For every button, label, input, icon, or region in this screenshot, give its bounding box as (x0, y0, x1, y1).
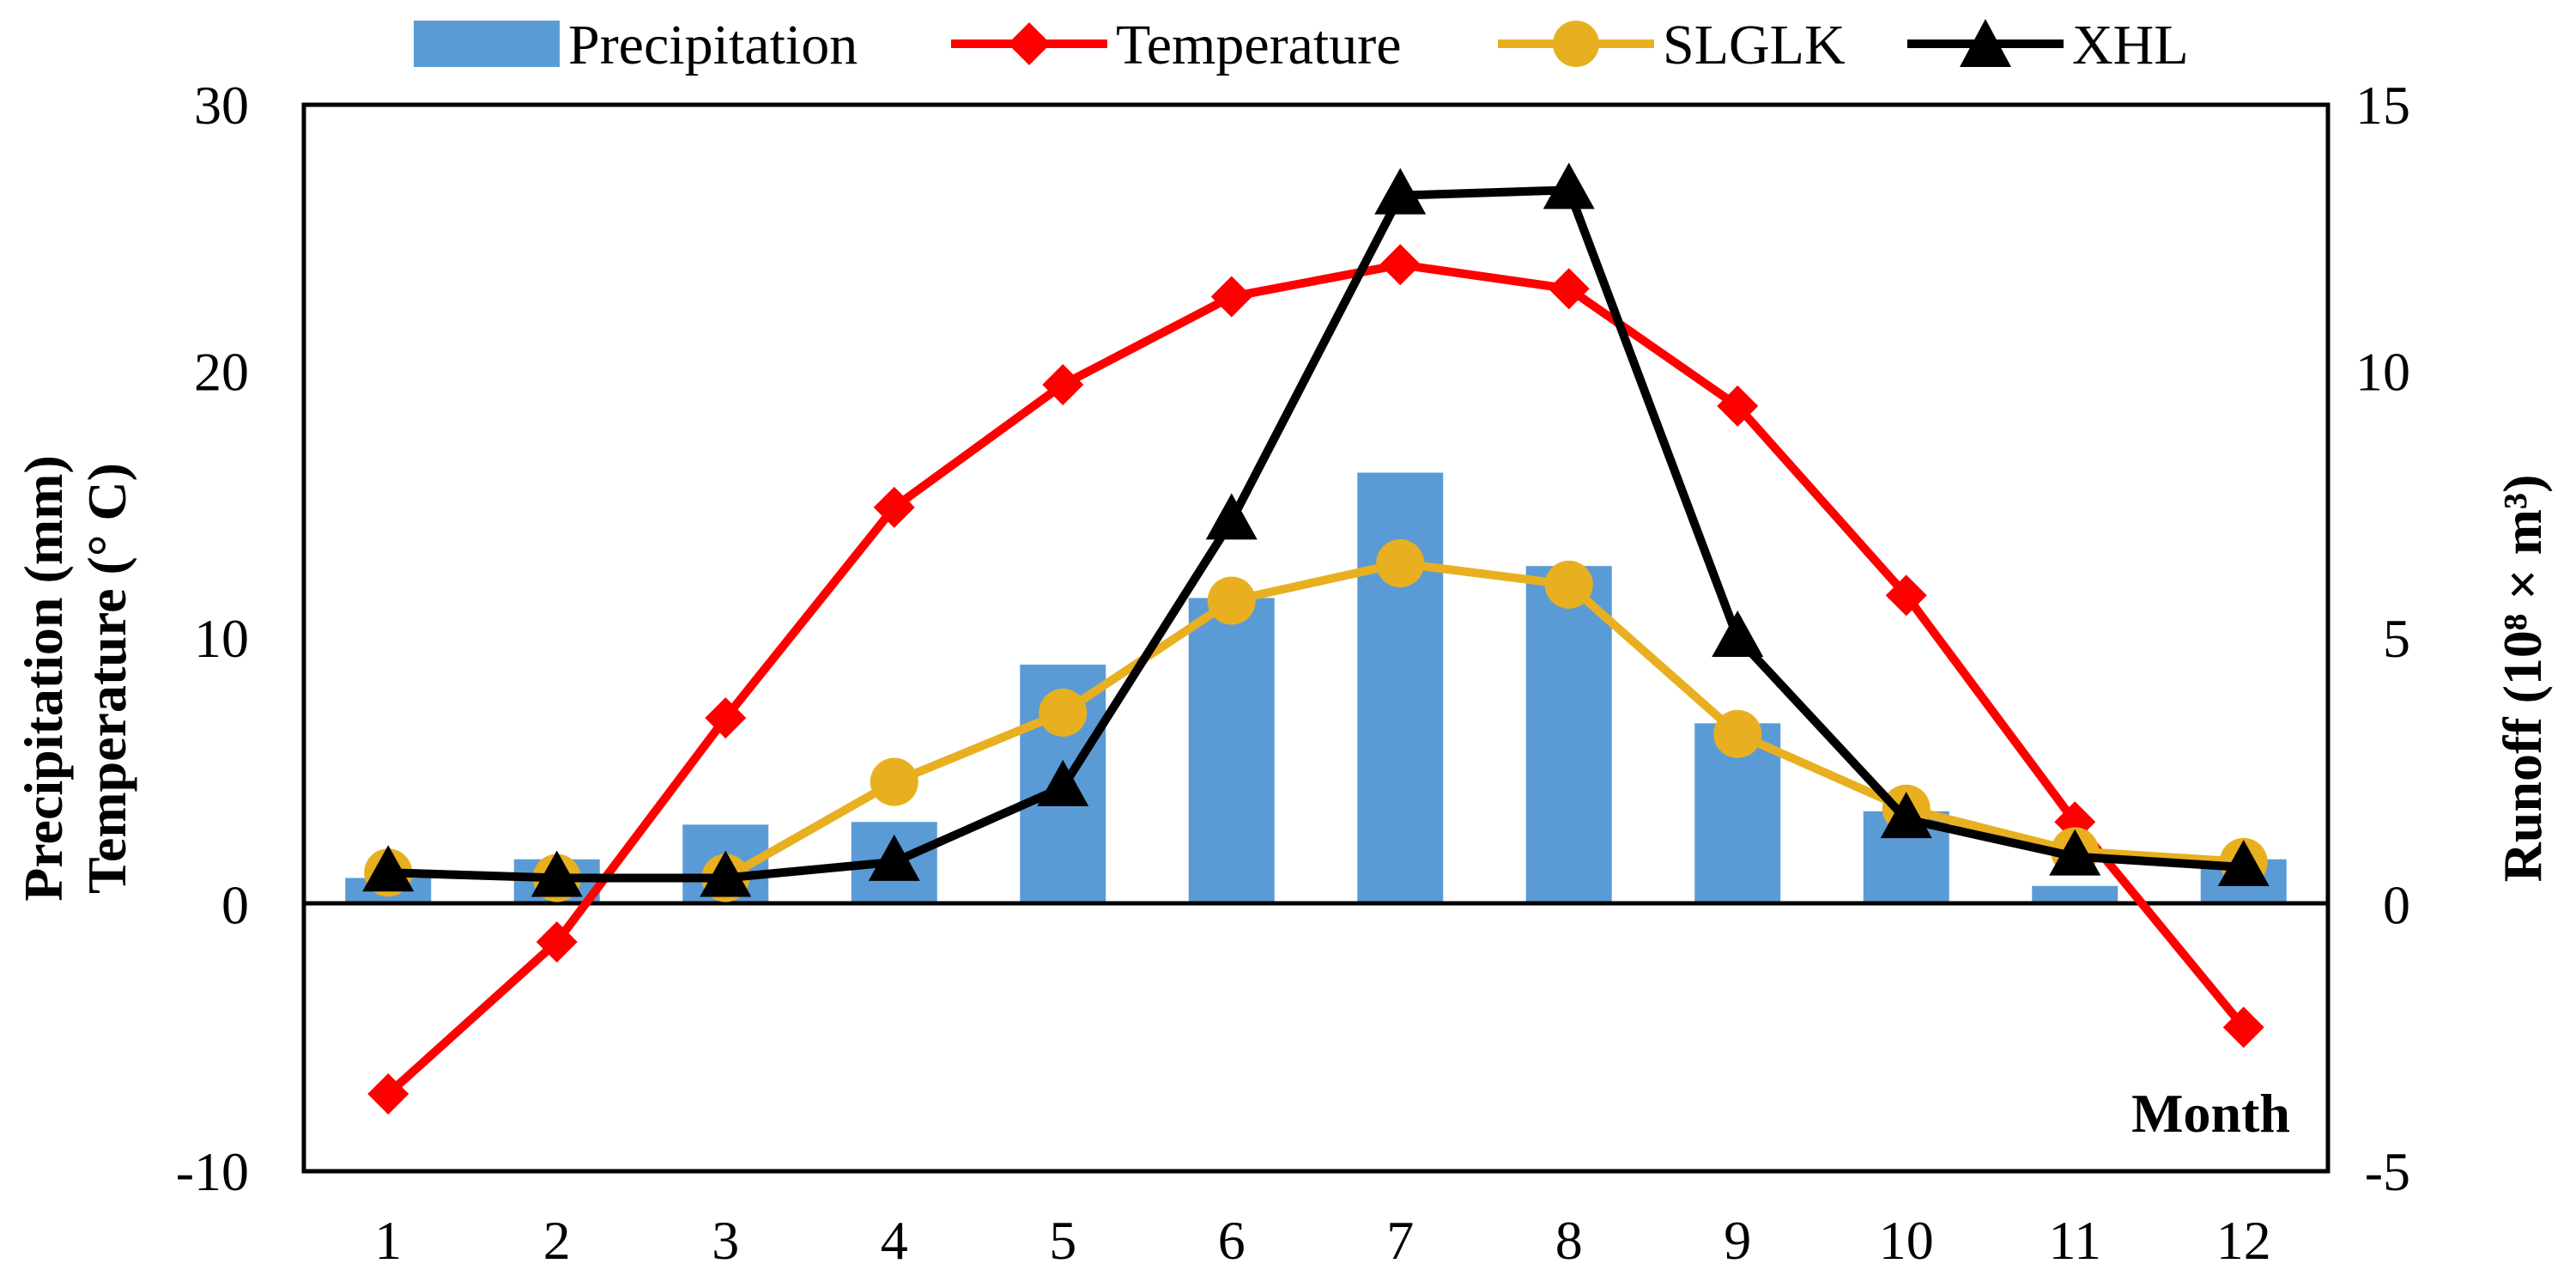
temperature-marker-7 (1379, 244, 1421, 286)
xhl-marker-4 (868, 834, 920, 881)
xhl-line (388, 185, 2245, 883)
x-axis-title: Month (2131, 1083, 2290, 1144)
left-axis-title-line1: Precipitation (mm) (13, 455, 74, 902)
x-tick-label: 2 (543, 1210, 571, 1271)
legend: Precipitation Temperature SLGLK XHL (414, 14, 2189, 76)
slglk-marker-4 (870, 757, 918, 806)
x-tick-label: 12 (2216, 1210, 2271, 1271)
legend-temperature-label: Temperature (1116, 14, 1402, 76)
legend-precipitation-swatch (414, 21, 560, 67)
legend-slglk-marker (1553, 21, 1599, 67)
right-tick-label: 10 (2355, 342, 2410, 403)
x-tick-label: 4 (881, 1210, 908, 1271)
x-axis-ticks: 1 2 3 4 5 6 7 8 9 10 11 12 (374, 1210, 2271, 1271)
temperature-marker-9 (1717, 385, 1759, 427)
legend-xhl-label: XHL (2072, 14, 2189, 76)
xhl-marker-12 (2217, 840, 2270, 887)
left-tick-label: 0 (221, 875, 249, 936)
left-tick-label: 20 (194, 342, 249, 403)
right-tick-label: 15 (2355, 75, 2410, 136)
precipitation-bar-6 (1188, 598, 1275, 905)
xhl-marker-11 (2049, 829, 2101, 876)
slglk-marker-5 (1039, 688, 1088, 737)
xhl-marker-2 (530, 850, 583, 897)
right-tick-label: 5 (2383, 608, 2410, 669)
temperature-marker-3 (705, 697, 747, 739)
x-tick-label: 6 (1218, 1210, 1246, 1271)
left-tick-label: 30 (194, 75, 249, 136)
right-axis-ticks: -5 0 5 10 15 (2355, 75, 2410, 1202)
x-tick-label: 11 (2048, 1210, 2101, 1271)
right-tick-label: 0 (2383, 875, 2410, 936)
x-tick-label: 8 (1555, 1210, 1583, 1271)
temperature-marker-8 (1548, 268, 1590, 310)
xhl-marker-8 (1543, 162, 1595, 210)
precipitation-bar-8 (1525, 566, 1612, 905)
x-tick-label: 9 (1724, 1210, 1751, 1271)
xhl-marker-3 (700, 850, 752, 897)
temperature-marker-12 (2222, 1006, 2264, 1048)
x-tick-label: 3 (712, 1210, 739, 1271)
x-tick-label: 1 (374, 1210, 402, 1271)
legend-xhl-marker (1960, 19, 2011, 67)
xhl-marker-9 (1712, 611, 1764, 657)
right-tick-label: -5 (2365, 1141, 2410, 1202)
precipitation-bar-11 (2032, 885, 2118, 905)
temperature-marker-10 (1885, 574, 1927, 617)
x-tick-label: 5 (1049, 1210, 1076, 1271)
xhl-marker-6 (1205, 493, 1258, 540)
legend-precipitation-label: Precipitation (568, 14, 858, 76)
xhl-marker-7 (1374, 167, 1427, 215)
series-lines (362, 162, 2270, 1115)
temperature-marker-2 (536, 920, 578, 963)
left-axis-title-line2: Temperature (° C) (76, 463, 137, 894)
temperature-marker-4 (873, 486, 915, 528)
xhl-marker-5 (1037, 759, 1089, 806)
temperature-line (385, 260, 2247, 1097)
temperature-marker-1 (367, 1072, 409, 1115)
slglk-marker-9 (1713, 709, 1762, 758)
right-axis-title: Runoff (10⁸ × m³) (2492, 475, 2553, 883)
x-tick-label: 7 (1386, 1210, 1414, 1271)
temperature-marker-5 (1042, 364, 1084, 406)
legend-slglk-label: SLGLK (1663, 14, 1846, 76)
slglk-marker-6 (1207, 576, 1256, 625)
left-tick-label: -10 (176, 1141, 249, 1202)
legend-temperature-marker (1008, 22, 1051, 65)
x-tick-label: 10 (1879, 1210, 1934, 1271)
plot-area-frame (301, 102, 2331, 1174)
temperature-marker-6 (1210, 276, 1252, 318)
precipitation-bar-7 (1357, 472, 1444, 905)
slglk-marker-7 (1376, 539, 1425, 588)
slglk-marker-8 (1544, 560, 1593, 609)
xhl-marker-10 (1880, 792, 1932, 839)
left-axis-ticks: -10 0 10 20 30 (176, 75, 249, 1202)
left-tick-label: 10 (194, 608, 249, 669)
xhl-marker-1 (362, 845, 415, 892)
